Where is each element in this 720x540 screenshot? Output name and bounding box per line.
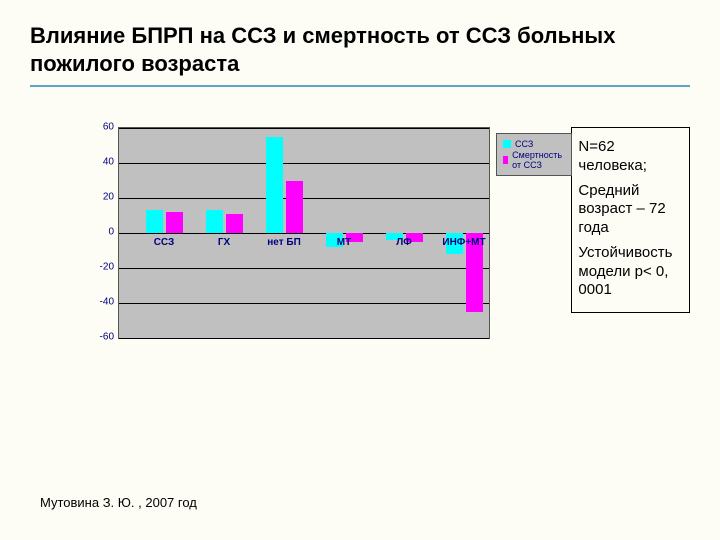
y-tick-label: 0: [108, 227, 114, 238]
gridline: [119, 268, 489, 269]
gridline: [119, 128, 489, 129]
gridline: [119, 163, 489, 164]
x-category-label: МТ: [337, 237, 351, 248]
legend-item: ССЗ: [503, 139, 565, 149]
gridline: [119, 233, 489, 234]
title-rule: [30, 85, 690, 87]
page-title: Влияние БПРП на ССЗ и смертность от ССЗ …: [30, 22, 690, 77]
legend-label: ССЗ: [515, 139, 533, 149]
bar: [226, 214, 243, 233]
x-category-label: ИНФ+МТ: [442, 237, 485, 248]
legend-swatch: [503, 156, 508, 164]
y-tick-label: 60: [103, 122, 114, 133]
legend-swatch: [503, 140, 511, 148]
bar: [146, 210, 163, 233]
stats-box: N=62 человека; Средний возраст – 72 года…: [571, 127, 690, 313]
stats-n: N=62 человека;: [578, 138, 683, 176]
legend-label: Смертность от ССЗ: [512, 150, 565, 170]
x-category-label: ССЗ: [154, 237, 175, 248]
x-category-label: ЛФ: [396, 237, 412, 248]
stats-age: Средний возраст – 72 года: [578, 182, 683, 238]
y-tick-label: 40: [103, 157, 114, 168]
stats-model: Устойчивость модели р< 0, 0001: [578, 244, 683, 300]
bar: [206, 210, 223, 233]
bar: [286, 181, 303, 234]
legend-item: Смертность от ССЗ: [503, 150, 565, 170]
bar: [166, 212, 183, 233]
gridline: [119, 198, 489, 199]
y-tick-label: -40: [100, 297, 114, 308]
legend: ССЗСмертность от ССЗ: [496, 133, 572, 176]
y-axis: -60-40-200204060: [90, 127, 118, 337]
chart: -60-40-200204060 ССЗГХнет БПМТЛФИНФ+МТ С…: [90, 127, 541, 337]
gridline: [119, 338, 489, 339]
footer-credit: Мутовина З. Ю. , 2007 год: [40, 495, 197, 510]
y-tick-label: 20: [103, 192, 114, 203]
gridline: [119, 303, 489, 304]
plot-area: ССЗ ГХ нет БП МТ ЛФ ИНФ+МТ: [118, 127, 490, 339]
x-category-label: ГХ: [218, 237, 230, 248]
y-tick-label: -60: [100, 332, 114, 343]
bar: [266, 137, 283, 233]
x-category-label: нет БП: [267, 237, 301, 248]
y-tick-label: -20: [100, 262, 114, 273]
